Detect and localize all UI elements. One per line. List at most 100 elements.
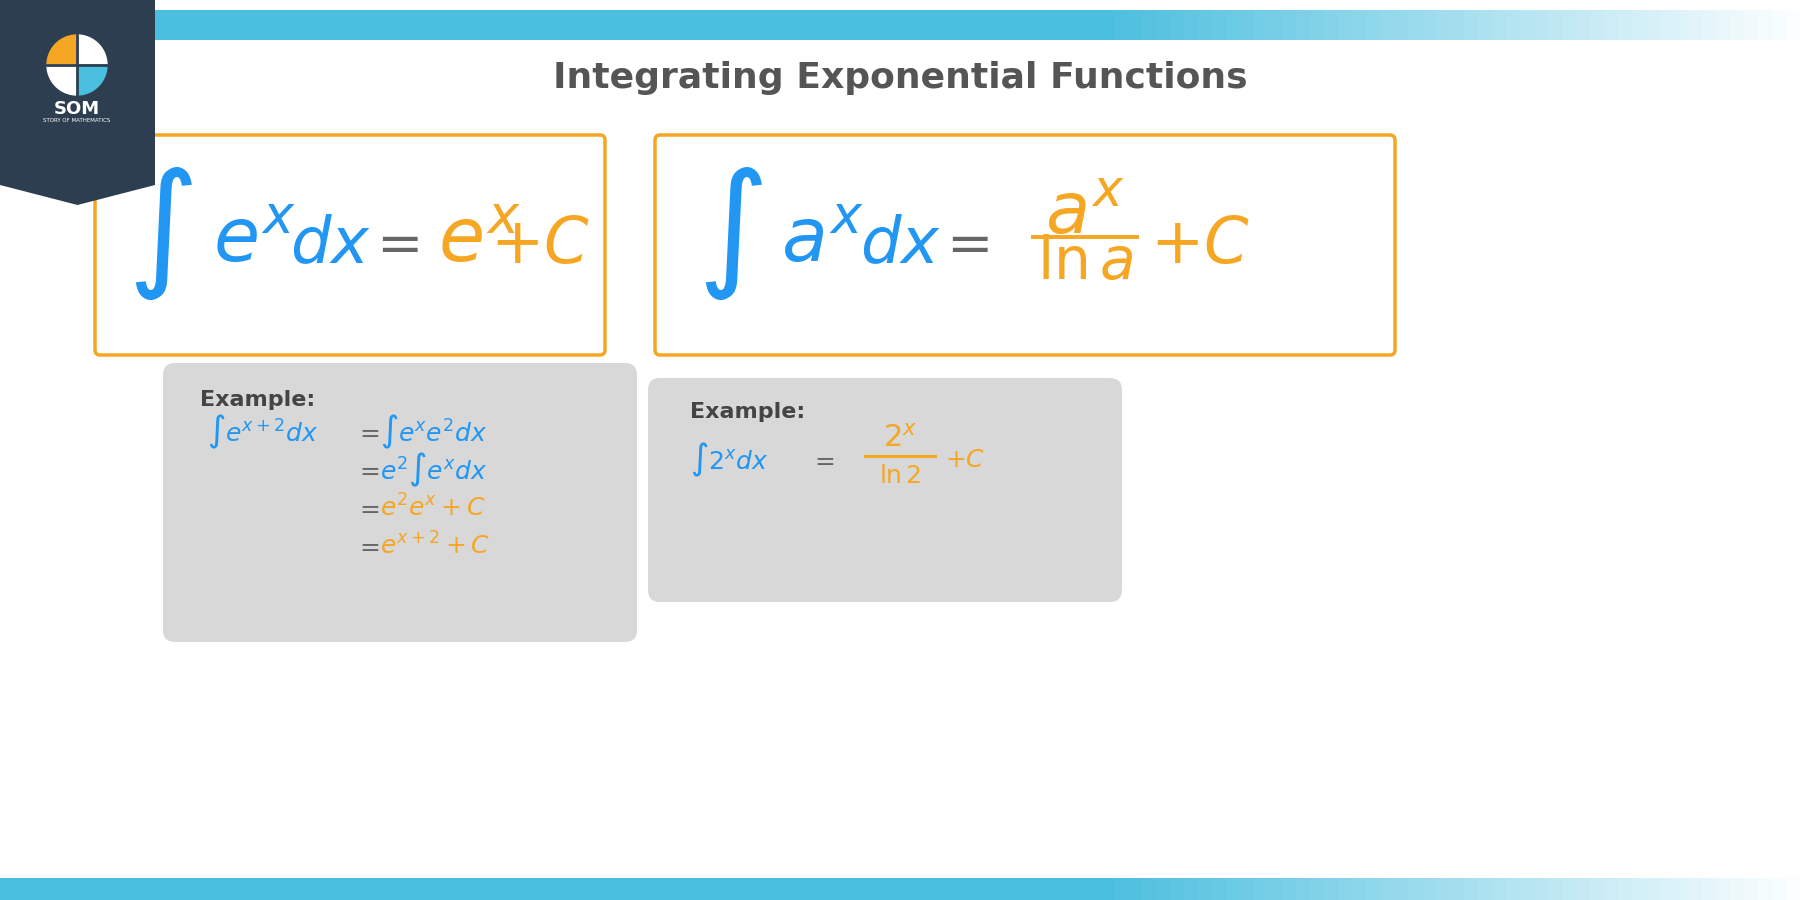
Bar	[27, 10, 36, 40]
Bar	[351, 10, 360, 40]
Bar	[396, 10, 405, 40]
Bar	[1287, 10, 1296, 40]
Bar	[99, 10, 108, 40]
Bar	[1744, 10, 1759, 40]
Bar	[1476, 10, 1485, 40]
Bar	[1366, 10, 1381, 40]
Bar	[342, 10, 351, 40]
Bar	[1593, 10, 1602, 40]
Bar	[1156, 878, 1170, 900]
Bar	[630, 10, 639, 40]
Bar	[594, 10, 603, 40]
Bar	[1314, 10, 1323, 40]
Bar	[576, 10, 585, 40]
Bar	[1715, 10, 1730, 40]
Bar	[1730, 878, 1744, 900]
Bar	[549, 10, 558, 40]
Bar	[1507, 10, 1519, 40]
Bar	[1184, 878, 1199, 900]
Bar	[1660, 10, 1674, 40]
Bar	[837, 10, 846, 40]
Bar	[1566, 10, 1575, 40]
Bar	[819, 10, 828, 40]
Text: $+ C$: $+ C$	[945, 448, 985, 472]
Text: Integrating Exponential Functions: Integrating Exponential Functions	[553, 61, 1247, 95]
Text: $e^{x+2} + C$: $e^{x+2} + C$	[380, 533, 490, 560]
Bar	[180, 10, 189, 40]
Bar	[234, 10, 243, 40]
Bar	[468, 10, 477, 40]
Bar	[1589, 10, 1604, 40]
Bar	[936, 10, 945, 40]
Bar	[1008, 10, 1017, 40]
Bar	[324, 10, 333, 40]
Text: $e^2 \int e^x dx$: $e^2 \int e^x dx$	[380, 451, 488, 489]
Bar	[162, 10, 171, 40]
Bar	[1199, 878, 1211, 900]
Text: $=$: $=$	[936, 218, 990, 272]
Bar	[45, 10, 54, 40]
Bar	[1584, 10, 1593, 40]
Bar	[1215, 10, 1224, 40]
Bar	[693, 10, 702, 40]
Bar	[315, 10, 324, 40]
Bar	[1719, 10, 1728, 40]
Bar	[1323, 10, 1332, 40]
Bar	[522, 10, 531, 40]
Bar	[531, 10, 540, 40]
Bar	[1539, 10, 1548, 40]
Text: $\ln 2$: $\ln 2$	[878, 464, 922, 488]
Bar	[144, 10, 153, 40]
Bar	[1492, 10, 1507, 40]
Bar	[585, 10, 594, 40]
Bar	[333, 10, 342, 40]
Bar	[1611, 10, 1620, 40]
Bar	[1310, 10, 1325, 40]
Text: $=$: $=$	[355, 458, 380, 482]
Bar	[1557, 10, 1566, 40]
Bar	[1089, 10, 1098, 40]
Text: STORY OF MATHEMATICS: STORY OF MATHEMATICS	[43, 119, 110, 123]
Bar	[1100, 878, 1114, 900]
Bar	[1282, 878, 1296, 900]
Bar	[1548, 10, 1557, 40]
Bar	[1577, 10, 1589, 40]
Bar	[1255, 10, 1267, 40]
Bar	[1226, 10, 1240, 40]
Bar	[1114, 10, 1129, 40]
Bar	[792, 10, 801, 40]
Text: $2^x$: $2^x$	[882, 424, 918, 453]
Bar	[1026, 10, 1035, 40]
Bar	[306, 10, 315, 40]
Bar	[1660, 878, 1674, 900]
Bar	[1478, 10, 1492, 40]
Bar	[126, 10, 135, 40]
Bar	[1602, 10, 1611, 40]
Bar	[54, 10, 63, 40]
Bar	[1791, 10, 1800, 40]
Bar	[1240, 878, 1255, 900]
Bar	[981, 10, 990, 40]
Bar	[1325, 878, 1337, 900]
Polygon shape	[0, 185, 155, 205]
Bar	[135, 10, 144, 40]
Bar	[621, 10, 630, 40]
Bar	[1296, 10, 1310, 40]
Bar	[801, 10, 810, 40]
Bar	[1771, 10, 1786, 40]
Bar	[1359, 10, 1368, 40]
Circle shape	[47, 35, 106, 95]
Bar	[81, 10, 90, 40]
Bar	[1386, 10, 1395, 40]
Bar	[288, 10, 297, 40]
Text: SOM: SOM	[54, 100, 101, 118]
Bar	[1206, 10, 1215, 40]
Bar	[1332, 10, 1341, 40]
Polygon shape	[77, 35, 106, 65]
Bar	[909, 10, 918, 40]
Bar	[783, 10, 792, 40]
Bar	[963, 10, 972, 40]
Bar	[1325, 10, 1337, 40]
Bar	[1197, 10, 1206, 40]
Bar	[684, 10, 693, 40]
